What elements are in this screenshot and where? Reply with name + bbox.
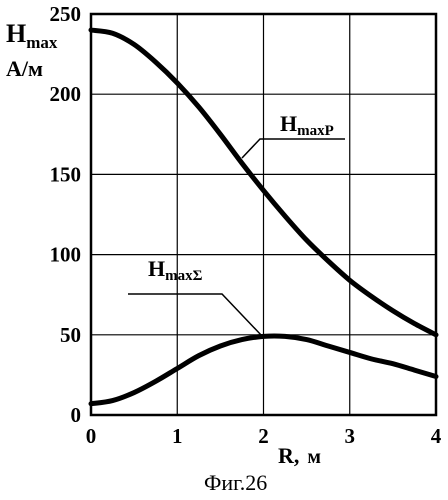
x-tick-label: 1	[172, 424, 183, 448]
x-axis-label: R, м	[278, 443, 321, 468]
x-tick-label: 0	[86, 424, 97, 448]
leader-line-maxP	[242, 139, 345, 158]
leader-line-maxSigma	[128, 294, 262, 336]
y-axis-label-main: H	[6, 19, 26, 48]
x-tick-label: 4	[431, 424, 442, 448]
y-tick-label: 250	[50, 2, 82, 26]
series-label-maxP-main: H	[280, 111, 297, 136]
y-tick-label: 50	[60, 323, 81, 347]
y-axis-label-sub: max	[26, 33, 58, 52]
y-axis-unit: А/м	[6, 56, 43, 81]
figure-caption: Фиг.26	[204, 470, 267, 495]
y-tick-label: 0	[71, 403, 82, 427]
grid-lines	[91, 14, 436, 415]
y-tick-label: 100	[50, 243, 82, 267]
x-axis-label-main: R,	[278, 443, 299, 468]
y-tick-label: 200	[50, 82, 82, 106]
series-label-maxSigma: HmaxΣ	[148, 256, 203, 284]
series-leader-lines	[128, 139, 345, 336]
series-label-maxSigma-sub: maxΣ	[165, 268, 202, 284]
x-axis-label-unit: м	[307, 446, 321, 468]
x-tick-label: 3	[345, 424, 356, 448]
y-tick-label: 150	[50, 162, 82, 186]
series-label-maxSigma-main: H	[148, 256, 165, 281]
x-tick-label: 2	[258, 424, 269, 448]
series-label-maxP-sub: maxP	[297, 123, 334, 139]
series-label-maxP: HmaxP	[280, 111, 334, 139]
tick-labels: 0 1 2 3 4 0 50 100 150 200 250	[50, 2, 442, 448]
